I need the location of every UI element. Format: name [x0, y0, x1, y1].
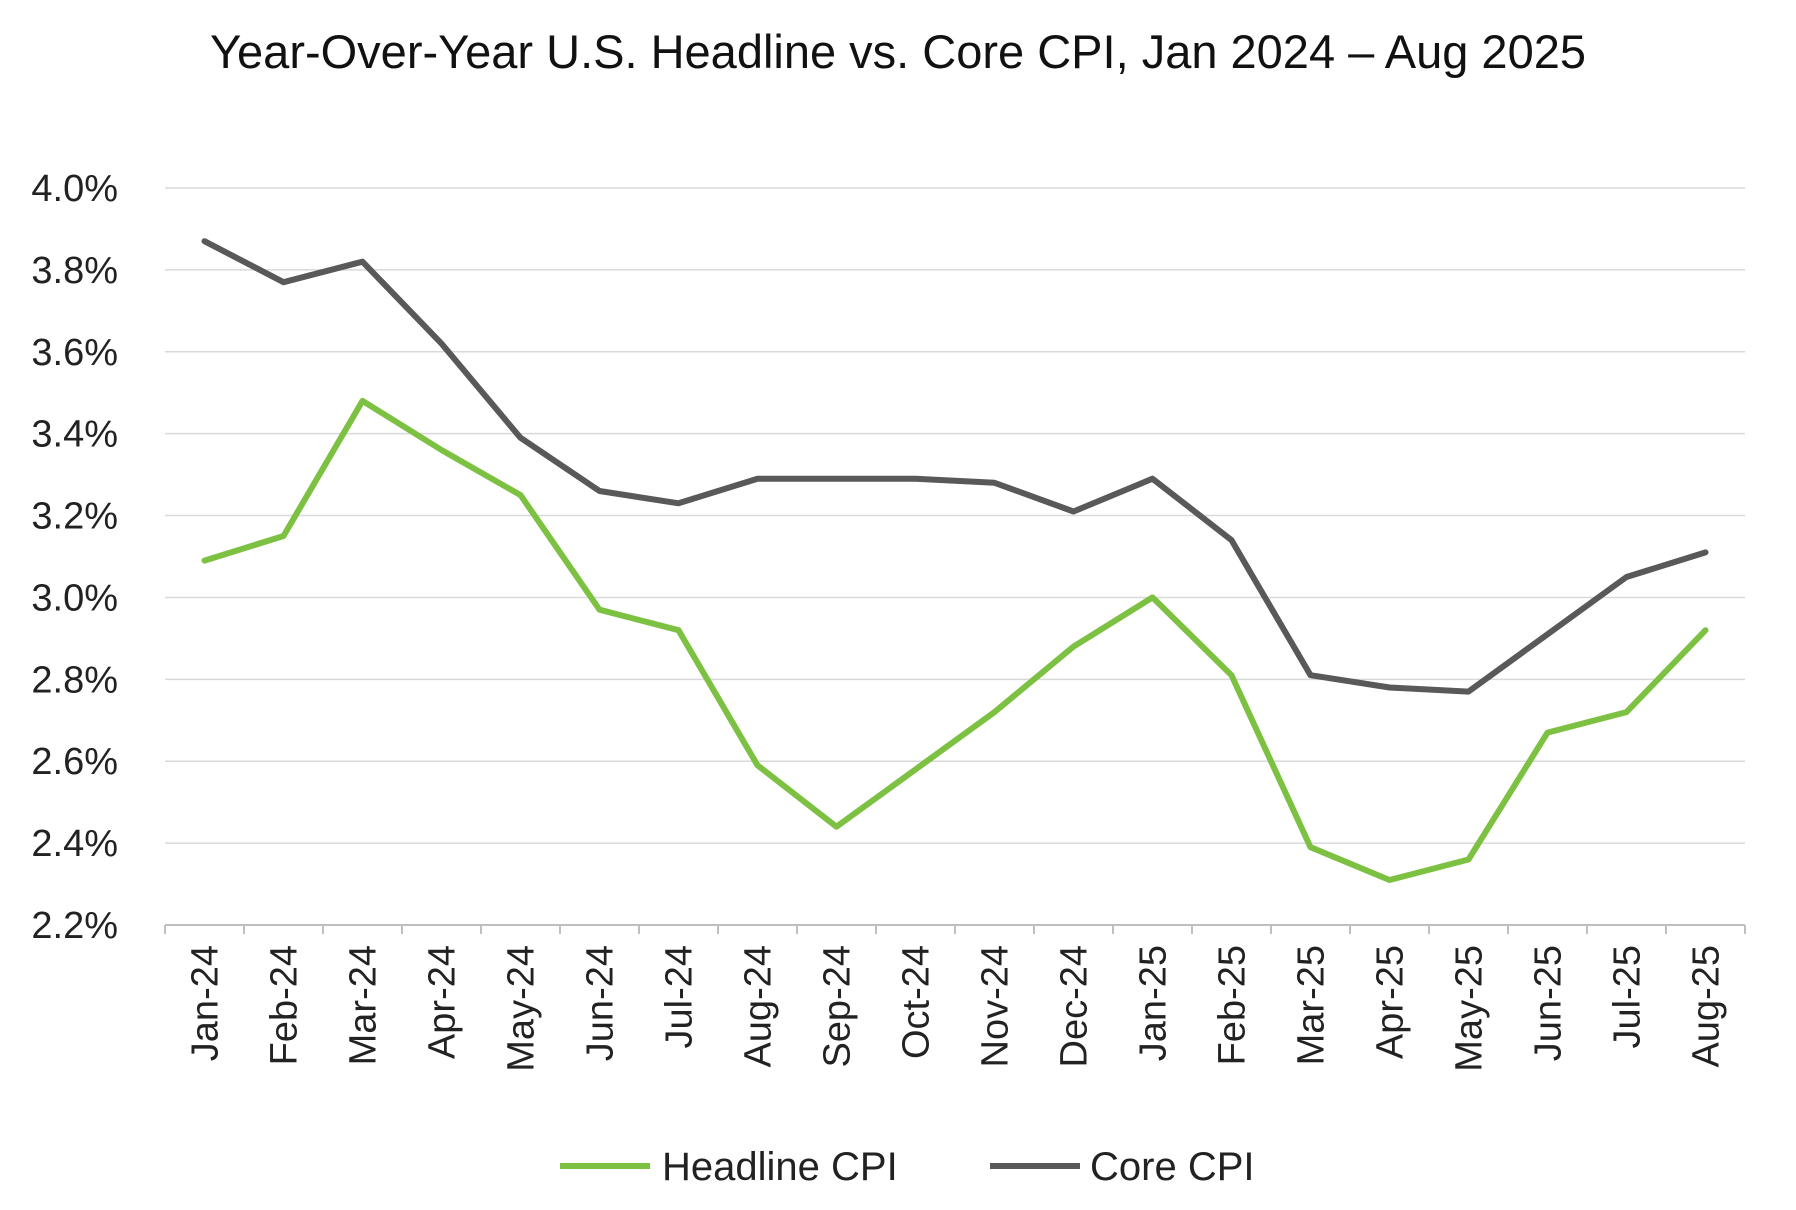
x-tick-label: Apr-25	[1370, 945, 1412, 1059]
x-tick-label: Mar-24	[343, 945, 385, 1065]
y-tick-label: 4.0%	[31, 168, 118, 210]
y-tick-label: 2.6%	[31, 741, 118, 783]
x-tick-label: Oct-24	[896, 945, 938, 1059]
series-line-core-cpi	[201, 238, 1709, 695]
x-axis-tick-labels: Jan-24 Feb-24 Mar-24 Apr-24 May-24 Jun-24 Jul-…	[164, 925, 1746, 1072]
series-line-headline-cpi	[201, 397, 1709, 883]
x-tick-label: Sep-24	[817, 945, 859, 1068]
x-tick-label: Jan-25	[1133, 945, 1175, 1061]
x-tick-label: Jul-24	[659, 945, 701, 1049]
series-lines	[201, 238, 1709, 883]
grid-lines	[165, 187, 1745, 844]
x-tick-label: Dec-24	[1054, 945, 1096, 1068]
legend-label-headline-cpi: Headline CPI	[662, 1145, 898, 1189]
x-tick-label: Nov-24	[975, 945, 1017, 1068]
x-tick-label: May-25	[1449, 945, 1491, 1072]
y-axis-tick-labels: 2.2% 2.4% 2.6% 2.8% 3.0% 3.2% 3.4% 3.6% 3.8% 4.0%	[31, 168, 118, 947]
chart-title: Year-Over-Year U.S. Headline vs. Core CP…	[210, 25, 1586, 78]
y-tick-label: 2.2%	[31, 905, 118, 947]
y-tick-label: 3.6%	[31, 332, 118, 374]
x-tick-label: Jan-24	[185, 945, 227, 1061]
y-tick-label: 3.2%	[31, 496, 118, 538]
x-tick-label: Mar-25	[1291, 945, 1333, 1065]
x-tick-label: Jul-25	[1607, 945, 1649, 1049]
y-tick-label: 3.0%	[31, 577, 118, 619]
x-tick-label: May-24	[501, 945, 543, 1072]
legend-label-core-cpi: Core CPI	[1090, 1145, 1255, 1189]
x-tick-label: Feb-24	[264, 945, 306, 1065]
y-tick-label: 3.8%	[31, 250, 118, 292]
y-tick-label: 3.4%	[31, 414, 118, 456]
x-tick-label: Aug-25	[1686, 945, 1728, 1068]
y-tick-label: 2.8%	[31, 659, 118, 701]
legend: Headline CPI Core CPI	[560, 1145, 1255, 1189]
x-tick-label: Apr-24	[422, 945, 464, 1059]
x-tick-label: Jun-25	[1528, 945, 1570, 1061]
x-tick-label: Aug-24	[738, 945, 780, 1068]
x-tick-label: Jun-24	[580, 945, 622, 1061]
x-tick-label: Feb-25	[1212, 945, 1254, 1065]
y-tick-label: 2.4%	[31, 823, 118, 865]
